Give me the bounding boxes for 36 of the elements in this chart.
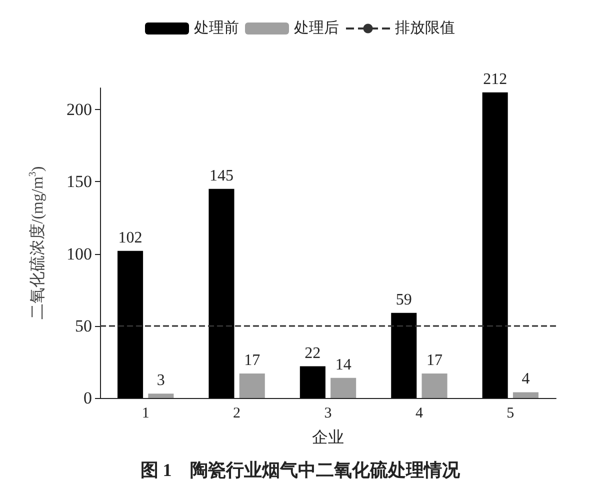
data-label: 145 <box>209 167 234 184</box>
x-tick-label: 5 <box>506 406 514 422</box>
x-tick-label: 1 <box>142 406 150 422</box>
bar <box>391 312 417 398</box>
y-tick-label: 50 <box>75 316 92 336</box>
data-label: 102 <box>118 229 142 246</box>
bar <box>208 188 234 398</box>
bar <box>512 392 538 398</box>
bar <box>300 366 326 398</box>
bar <box>330 378 356 398</box>
data-label: 22 <box>304 344 321 362</box>
y-tick-label: 100 <box>66 244 92 264</box>
data-label: 212 <box>483 70 508 88</box>
x-tick-label: 2 <box>233 406 241 422</box>
legend-label: 处理后 <box>294 20 339 36</box>
y-tick-label: 150 <box>66 172 92 192</box>
legend-label: 排放限值 <box>395 20 455 36</box>
x-tick-label: 4 <box>415 406 424 422</box>
data-label: 17 <box>244 352 260 369</box>
data-label: 3 <box>156 372 165 390</box>
bar <box>148 394 174 398</box>
bar <box>118 250 144 398</box>
bar <box>239 373 265 398</box>
data-label: 17 <box>426 352 443 369</box>
legend-label: 处理前 <box>194 20 239 36</box>
data-label: 59 <box>396 291 412 308</box>
data-label: 4 <box>522 370 530 388</box>
x-tick-label: 3 <box>324 406 332 422</box>
bar <box>422 373 448 398</box>
text: 图 1 陶瓷行业烟气中二氧化硫处理情况 <box>140 460 461 480</box>
data-label: 14 <box>335 356 352 374</box>
x-axis-title: 企业 <box>312 428 344 446</box>
y-tick-label: 0 <box>84 388 92 408</box>
bar <box>482 92 508 398</box>
y-axis-title: 二氧化硫浓度/(mg/m3) <box>28 166 46 320</box>
y-tick-label: 200 <box>66 100 92 120</box>
